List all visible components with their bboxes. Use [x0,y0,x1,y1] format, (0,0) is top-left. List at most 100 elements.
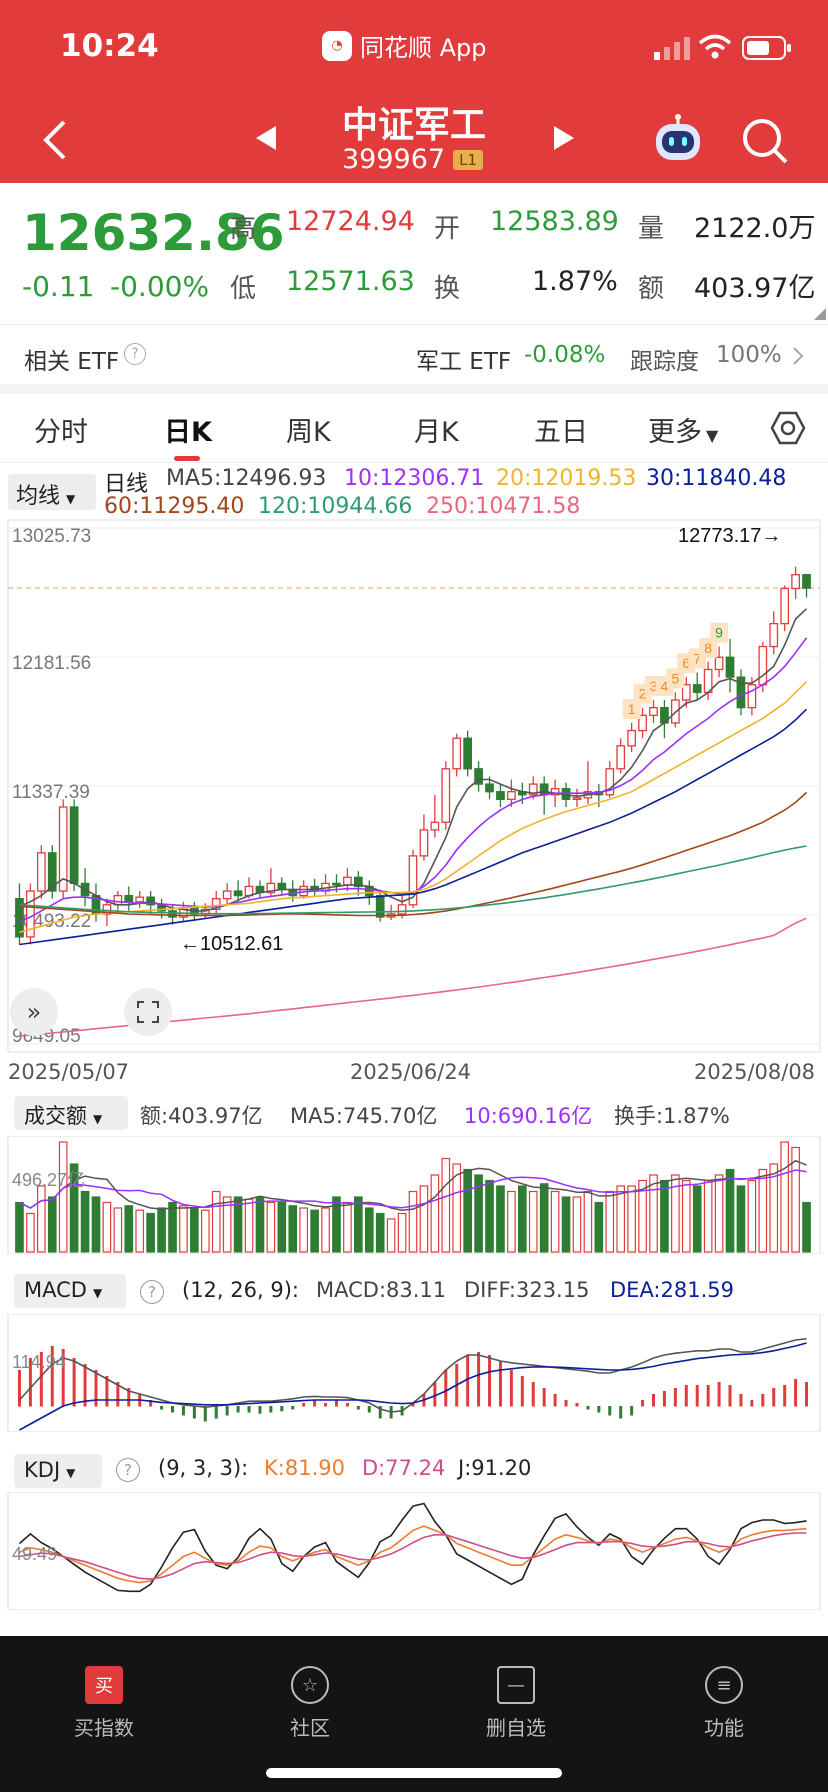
candle [758,645,768,686]
fullscreen-button [124,988,172,1036]
candle [124,894,134,903]
volume-bar [736,1185,746,1253]
tab-intraday[interactable]: 分时 [34,417,88,448]
ma-selector[interactable]: 均线 ▼ [8,474,96,510]
volume-selector[interactable]: 成交额 ▼ [14,1096,128,1130]
candle [605,768,615,796]
volume-bar [354,1196,363,1253]
tab-more[interactable]: 更多 ▼ [648,410,718,449]
kdj-selector[interactable]: KDJ ▼ [14,1454,102,1488]
level-badge: L1 [453,149,483,170]
caret-down-icon: ▼ [706,426,719,445]
expand-corner-icon[interactable] [814,308,826,320]
candle [496,791,505,801]
volume-bar [496,1185,505,1253]
volume-bar [69,1163,79,1253]
volume-bar [419,1185,429,1253]
nav-buy-index[interactable]: 买 买指数 [44,1666,164,1741]
candlestick-chart[interactable]: 13025.7312181.5611337.3910493.229649.051… [0,518,828,1058]
nav-functions[interactable]: ≡ 功能 [664,1666,784,1741]
nav-remove-watchlist[interactable]: — 删自选 [456,1666,576,1741]
ma120-value: 120:10944.66 [258,494,413,519]
back-icon[interactable] [40,118,70,162]
kdj-chart[interactable]: 49.49 [0,1492,828,1610]
ma30-value: 30:11840.48 [646,466,787,491]
volume-bar [430,1174,440,1253]
candle [714,656,724,671]
candle [135,896,145,903]
volume-ma5: MA5:745.70亿 [290,1104,438,1128]
candle [747,684,757,709]
candle [791,574,800,590]
macd-value: MACD:83.11 [316,1278,447,1302]
volume-bar [780,1141,789,1253]
fullscreen-icon [137,1001,159,1023]
search-icon[interactable] [740,116,790,166]
kdj-selector-label: KDJ [24,1458,61,1482]
candle [681,684,691,701]
volume-bar [200,1209,210,1253]
tab-five-day[interactable]: 五日 [534,417,588,448]
ma-selector-label: 均线 [16,484,61,509]
high-label: 高 [230,214,257,244]
settings-hex-icon[interactable] [770,410,806,446]
macd-help-icon[interactable]: ? [140,1280,164,1304]
td-marker-9: 9 [715,625,723,641]
volume-bar [332,1196,341,1253]
prev-stock-icon[interactable] [252,124,278,152]
last-price: 12632.86 [22,204,285,262]
volume-bar [561,1196,571,1253]
kdj-d-line [19,1532,807,1580]
price-change: -0.11 [22,270,95,303]
kdj-k-line [19,1525,807,1584]
etf-row[interactable]: 相关 ETF ? 军工 ETF -0.08% 跟踪度 100% [0,326,828,384]
tab-monthly-k[interactable]: 月K [414,417,459,448]
min-price-marker: ←10512.61 [180,933,283,955]
td-marker-3: 3 [650,678,658,694]
ma30-line [19,708,808,946]
candle [802,574,811,589]
volume-chart[interactable]: 496.27亿 [0,1136,828,1254]
td-marker-4: 4 [661,678,669,694]
td-marker-1: 1 [628,701,636,717]
kdj-help-icon[interactable]: ? [116,1458,140,1482]
candle [266,882,276,894]
volume-bar [758,1168,768,1253]
turnover-value: 1.87% [532,266,618,297]
robot-assistant-icon[interactable] [652,114,704,164]
candle [485,783,494,793]
volume-axis-label: 496.27亿 [12,1170,85,1190]
volume-bar [15,1201,24,1253]
candle [69,806,79,885]
caret-down-icon: ▼ [92,1286,103,1300]
volume-bar [802,1201,811,1253]
macd-chart[interactable]: 114.94 [0,1314,828,1432]
volume-bar [452,1163,462,1253]
help-icon[interactable]: ? [124,343,146,365]
candle [26,890,35,938]
high-value: 12724.94 [286,206,415,237]
buy-icon: 买 [85,1666,123,1704]
volume-bar [714,1174,724,1253]
turnover-label: 换 [434,274,461,304]
macd-axis-label: 114.94 [12,1352,66,1372]
nav-community[interactable]: ☆ 社区 [250,1666,370,1741]
volume-bar [649,1174,658,1253]
tab-weekly-k[interactable]: 周K [286,417,331,448]
candle [430,821,440,831]
ma120-line [19,845,807,915]
tab-more-label: 更多 [648,417,702,448]
candle [463,737,473,770]
volume-bar [58,1141,68,1253]
volume-bar [441,1157,451,1253]
nav-buy-label: 买指数 [74,1716,134,1740]
volume-bar [211,1190,221,1253]
volume-bar [310,1209,319,1253]
macd-selector[interactable]: MACD ▼ [14,1274,126,1308]
volume-ma5-line [19,1159,807,1211]
tab-daily-k[interactable]: 日K [164,417,212,448]
next-stock-icon[interactable] [552,124,578,152]
volume-bar [244,1198,254,1253]
volume-bar [179,1205,188,1253]
ma5-value: MA5:12496.93 [166,466,327,491]
